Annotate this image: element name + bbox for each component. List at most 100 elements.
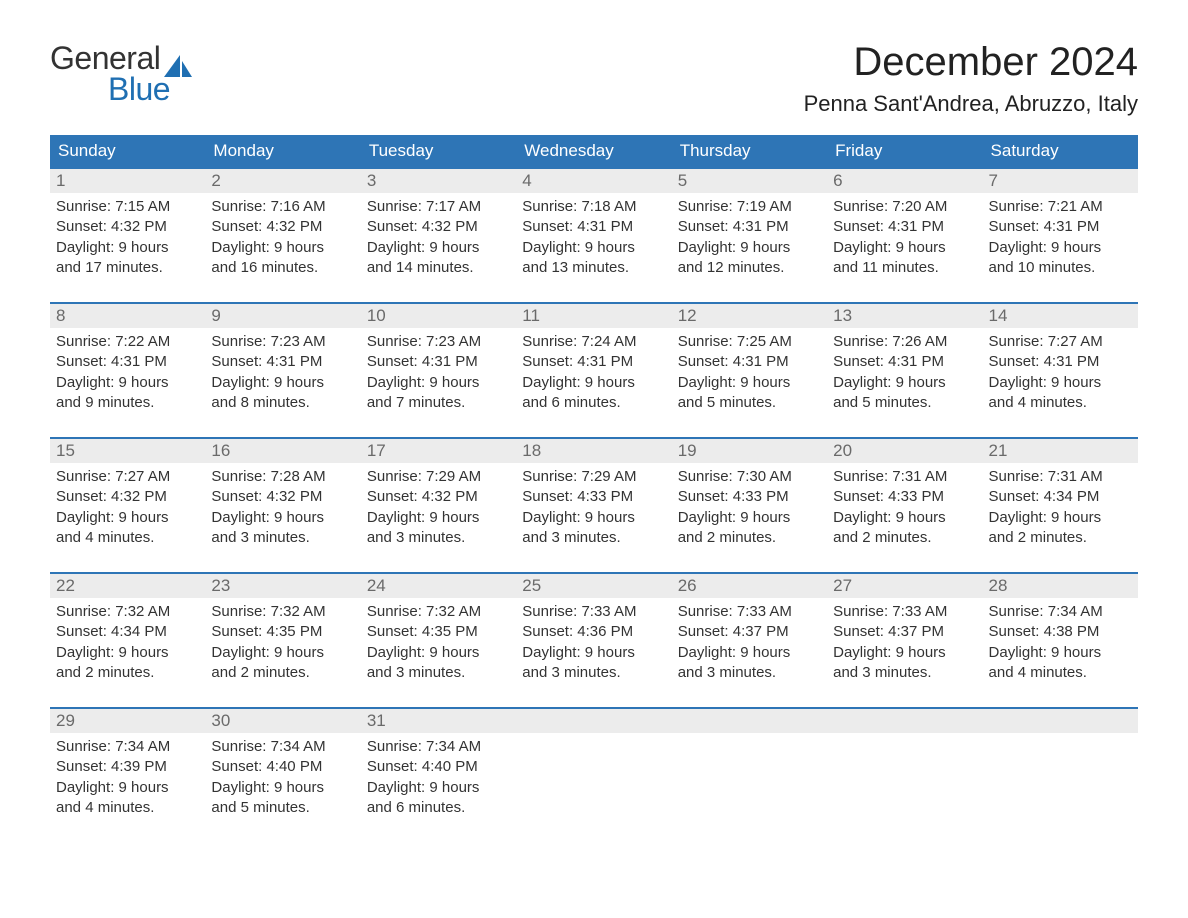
day-d1: Daylight: 9 hours xyxy=(211,508,354,528)
day-d2: and 3 minutes. xyxy=(367,663,510,683)
day-text: Sunrise: 7:23 AMSunset: 4:31 PMDaylight:… xyxy=(205,328,360,413)
day-sunrise: Sunrise: 7:34 AM xyxy=(56,737,199,757)
day-cell: 31Sunrise: 7:34 AMSunset: 4:40 PMDayligh… xyxy=(361,709,516,830)
title-block: December 2024 Penna Sant'Andrea, Abruzzo… xyxy=(804,40,1138,117)
day-cell: 14Sunrise: 7:27 AMSunset: 4:31 PMDayligh… xyxy=(983,304,1138,425)
day-text: Sunrise: 7:27 AMSunset: 4:31 PMDaylight:… xyxy=(983,328,1138,413)
day-sunrise: Sunrise: 7:23 AM xyxy=(367,332,510,352)
day-number: 8 xyxy=(50,304,205,328)
day-cell: . xyxy=(672,709,827,830)
day-cell: 23Sunrise: 7:32 AMSunset: 4:35 PMDayligh… xyxy=(205,574,360,695)
day-d2: and 12 minutes. xyxy=(678,258,821,278)
day-d1: Daylight: 9 hours xyxy=(989,643,1132,663)
day-number: . xyxy=(672,709,827,733)
day-d1: Daylight: 9 hours xyxy=(211,373,354,393)
day-sunrise: Sunrise: 7:31 AM xyxy=(989,467,1132,487)
day-number: 24 xyxy=(361,574,516,598)
day-cell: 11Sunrise: 7:24 AMSunset: 4:31 PMDayligh… xyxy=(516,304,671,425)
day-d1: Daylight: 9 hours xyxy=(367,373,510,393)
day-text: Sunrise: 7:31 AMSunset: 4:33 PMDaylight:… xyxy=(827,463,982,548)
day-d2: and 16 minutes. xyxy=(211,258,354,278)
day-d1: Daylight: 9 hours xyxy=(56,238,199,258)
day-text: Sunrise: 7:22 AMSunset: 4:31 PMDaylight:… xyxy=(50,328,205,413)
day-text: Sunrise: 7:16 AMSunset: 4:32 PMDaylight:… xyxy=(205,193,360,278)
day-sunset: Sunset: 4:31 PM xyxy=(833,217,976,237)
day-d1: Daylight: 9 hours xyxy=(211,643,354,663)
day-d1: Daylight: 9 hours xyxy=(833,508,976,528)
day-text: Sunrise: 7:21 AMSunset: 4:31 PMDaylight:… xyxy=(983,193,1138,278)
day-d2: and 5 minutes. xyxy=(833,393,976,413)
day-sunset: Sunset: 4:31 PM xyxy=(678,217,821,237)
day-d1: Daylight: 9 hours xyxy=(56,508,199,528)
day-d1: Daylight: 9 hours xyxy=(522,373,665,393)
day-number: . xyxy=(516,709,671,733)
day-d2: and 3 minutes. xyxy=(211,528,354,548)
day-d1: Daylight: 9 hours xyxy=(522,238,665,258)
day-text: Sunrise: 7:32 AMSunset: 4:35 PMDaylight:… xyxy=(205,598,360,683)
day-d2: and 5 minutes. xyxy=(678,393,821,413)
day-number: 17 xyxy=(361,439,516,463)
day-sunset: Sunset: 4:32 PM xyxy=(211,217,354,237)
day-number: . xyxy=(983,709,1138,733)
day-sunrise: Sunrise: 7:22 AM xyxy=(56,332,199,352)
day-sunrise: Sunrise: 7:27 AM xyxy=(989,332,1132,352)
day-cell: 15 Sunrise: 7:27 AMSunset: 4:32 PMDayligh… xyxy=(50,439,205,560)
day-text: Sunrise: 7:29 AMSunset: 4:33 PMDaylight:… xyxy=(516,463,671,548)
day-text: Sunrise: 7:33 AMSunset: 4:36 PMDaylight:… xyxy=(516,598,671,683)
day-sunset: Sunset: 4:33 PM xyxy=(678,487,821,507)
day-number: 6 xyxy=(827,169,982,193)
week-row: 15Sunrise: 7:27 AMSunset: 4:32 PMDayligh… xyxy=(50,437,1138,560)
day-sunset: Sunset: 4:31 PM xyxy=(678,352,821,372)
header: General Blue December 2024 Penna Sant'An… xyxy=(50,40,1138,117)
day-d1: Daylight: 9 hours xyxy=(833,643,976,663)
day-sunset: Sunset: 4:32 PM xyxy=(56,487,199,507)
weeks-container: 1Sunrise: 7:15 AMSunset: 4:32 PMDaylight… xyxy=(50,167,1138,830)
day-sunset: Sunset: 4:33 PM xyxy=(833,487,976,507)
weekday-cell: Wednesday xyxy=(516,135,671,167)
day-sunset: Sunset: 4:31 PM xyxy=(56,352,199,372)
weekday-cell: Monday xyxy=(205,135,360,167)
day-d1: Daylight: 9 hours xyxy=(678,238,821,258)
day-cell: 26Sunrise: 7:33 AMSunset: 4:37 PMDayligh… xyxy=(672,574,827,695)
day-d2: and 10 minutes. xyxy=(989,258,1132,278)
day-d2: and 2 minutes. xyxy=(833,528,976,548)
day-sunset: Sunset: 4:31 PM xyxy=(989,217,1132,237)
day-number: 9 xyxy=(205,304,360,328)
day-text: Sunrise: 7:18 AMSunset: 4:31 PMDaylight:… xyxy=(516,193,671,278)
day-sunrise: Sunrise: 7:32 AM xyxy=(211,602,354,622)
logo-text-blue: Blue xyxy=(108,71,192,108)
weekday-header-row: Sunday Monday Tuesday Wednesday Thursday… xyxy=(50,135,1138,167)
day-text: Sunrise: 7:28 AMSunset: 4:32 PMDaylight:… xyxy=(205,463,360,548)
day-sunset: Sunset: 4:37 PM xyxy=(833,622,976,642)
day-cell: . xyxy=(516,709,671,830)
day-text: Sunrise: 7:25 AMSunset: 4:31 PMDaylight:… xyxy=(672,328,827,413)
day-sunrise: Sunrise: 7:23 AM xyxy=(211,332,354,352)
day-d1: Daylight: 9 hours xyxy=(367,778,510,798)
day-sunrise: Sunrise: 7:15 AM xyxy=(56,197,199,217)
day-d2: and 5 minutes. xyxy=(211,798,354,818)
day-cell: 30Sunrise: 7:34 AMSunset: 4:40 PMDayligh… xyxy=(205,709,360,830)
location: Penna Sant'Andrea, Abruzzo, Italy xyxy=(804,91,1138,117)
day-sunrise: Sunrise: 7:27 AM xyxy=(56,467,199,487)
day-cell: 29Sunrise: 7:34 AMSunset: 4:39 PMDayligh… xyxy=(50,709,205,830)
day-sunset: Sunset: 4:34 PM xyxy=(989,487,1132,507)
day-d2: and 3 minutes. xyxy=(522,528,665,548)
day-cell: 12Sunrise: 7:25 AMSunset: 4:31 PMDayligh… xyxy=(672,304,827,425)
day-number: 3 xyxy=(361,169,516,193)
day-sunset: Sunset: 4:37 PM xyxy=(678,622,821,642)
day-sunset: Sunset: 4:31 PM xyxy=(522,352,665,372)
day-d2: and 14 minutes. xyxy=(367,258,510,278)
day-number: 31 xyxy=(361,709,516,733)
day-number: 1 xyxy=(50,169,205,193)
day-cell: 6Sunrise: 7:20 AMSunset: 4:31 PMDaylight… xyxy=(827,169,982,290)
day-sunset: Sunset: 4:33 PM xyxy=(522,487,665,507)
day-d1: Daylight: 9 hours xyxy=(989,508,1132,528)
day-text: Sunrise: 7:34 AMSunset: 4:40 PMDaylight:… xyxy=(205,733,360,818)
day-cell: . xyxy=(983,709,1138,830)
day-text: Sunrise: 7:15 AMSunset: 4:32 PMDaylight:… xyxy=(50,193,205,278)
day-number: 12 xyxy=(672,304,827,328)
day-d1: Daylight: 9 hours xyxy=(211,778,354,798)
day-d1: Daylight: 9 hours xyxy=(522,643,665,663)
day-sunrise: Sunrise: 7:21 AM xyxy=(989,197,1132,217)
day-number: 15 xyxy=(50,439,205,463)
